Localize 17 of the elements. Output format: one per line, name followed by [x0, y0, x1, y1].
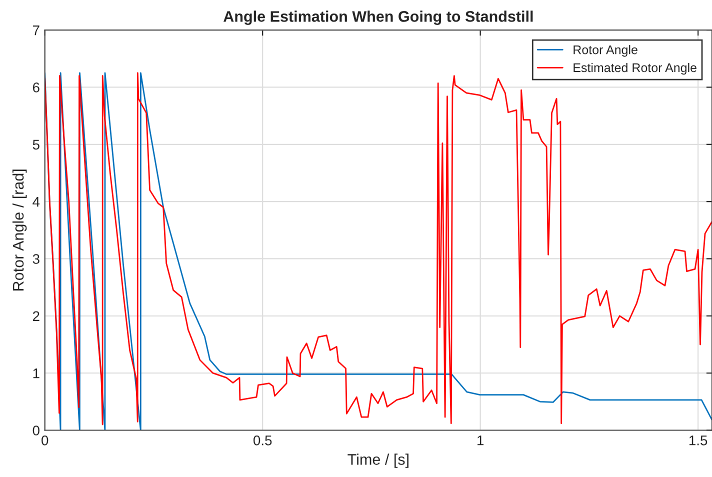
y-tick-label: 3 [32, 254, 40, 264]
y-tick-label: 2 [32, 311, 40, 321]
legend-label: Rotor Angle [574, 45, 638, 57]
legend-label: Estimated Rotor Angle [574, 62, 696, 75]
x-tick-label: 0 [42, 435, 48, 446]
x-tick-label: 0.5 [253, 435, 272, 446]
y-axis-title: Rotor Angle / [rad] [12, 170, 27, 290]
y-tick-label: 0 [32, 426, 40, 436]
y-tick-label: 6 [32, 82, 40, 92]
x-axis-title: Time / [s] [348, 454, 408, 468]
chart-title: Angle Estimation When Going to Standstill [223, 10, 533, 25]
y-tick-label: 5 [32, 140, 40, 150]
x-tick-label: 1.5 [689, 436, 708, 446]
x-tick-label: 1 [478, 436, 484, 446]
y-tick-label: 1 [33, 368, 40, 378]
y-tick-label: 7 [32, 26, 40, 36]
y-tick-label: 4 [32, 197, 40, 207]
